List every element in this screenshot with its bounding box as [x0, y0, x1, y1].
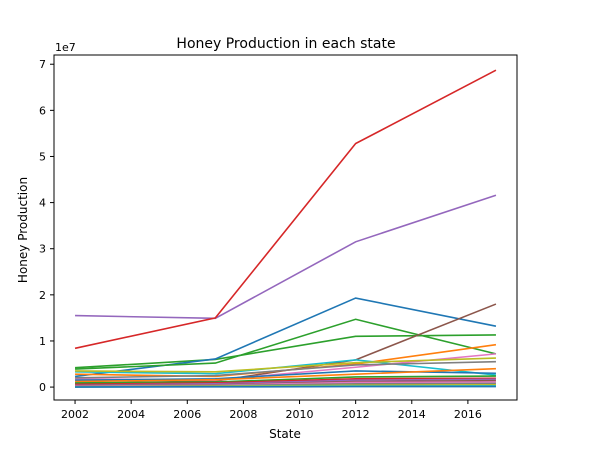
ticks-layer: 2002 2004 2006 2008 2010 2012 2014 2016 0 1 2 3 4 5 6 7	[39, 58, 482, 421]
series-line-21	[74, 69, 497, 350]
x-tick-label: 2014	[398, 408, 426, 421]
x-tick-label: 2004	[117, 408, 145, 421]
series-layer	[74, 69, 497, 388]
y-tick-label: 7	[39, 58, 46, 71]
x-tick-label: 2006	[173, 408, 201, 421]
series-line-12	[75, 377, 496, 386]
series-line-1	[74, 297, 497, 378]
y-tick-label: 4	[39, 197, 46, 210]
y-tick-label: 0	[39, 381, 46, 394]
series-line-10	[75, 367, 496, 383]
x-tick-label: 2002	[61, 408, 89, 421]
y-tick-label: 3	[39, 243, 46, 256]
x-tick-label: 2008	[229, 408, 257, 421]
series-line-8	[75, 360, 496, 379]
chart-title: Honey Production in each state	[176, 36, 395, 52]
series-line-0	[75, 334, 496, 369]
series-line-20	[75, 194, 497, 320]
x-tick-label: 2012	[342, 408, 370, 421]
x-tick-label: 2016	[454, 408, 482, 421]
series-line-11	[75, 375, 496, 384]
y-axis-label: Honey Production	[16, 177, 30, 283]
y-tick-label: 5	[39, 150, 46, 163]
plot-frame	[53, 54, 518, 401]
x-tick-label: 2010	[286, 408, 314, 421]
x-axis-label: State	[269, 427, 301, 441]
y-tick-label: 6	[39, 104, 46, 117]
y-offset-label: 1e7	[55, 41, 76, 54]
y-tick-label: 1	[39, 335, 46, 348]
series-line-2	[75, 318, 497, 370]
series-line-7	[75, 357, 496, 373]
series-line-19	[75, 385, 496, 388]
y-tick-label: 2	[39, 289, 46, 302]
